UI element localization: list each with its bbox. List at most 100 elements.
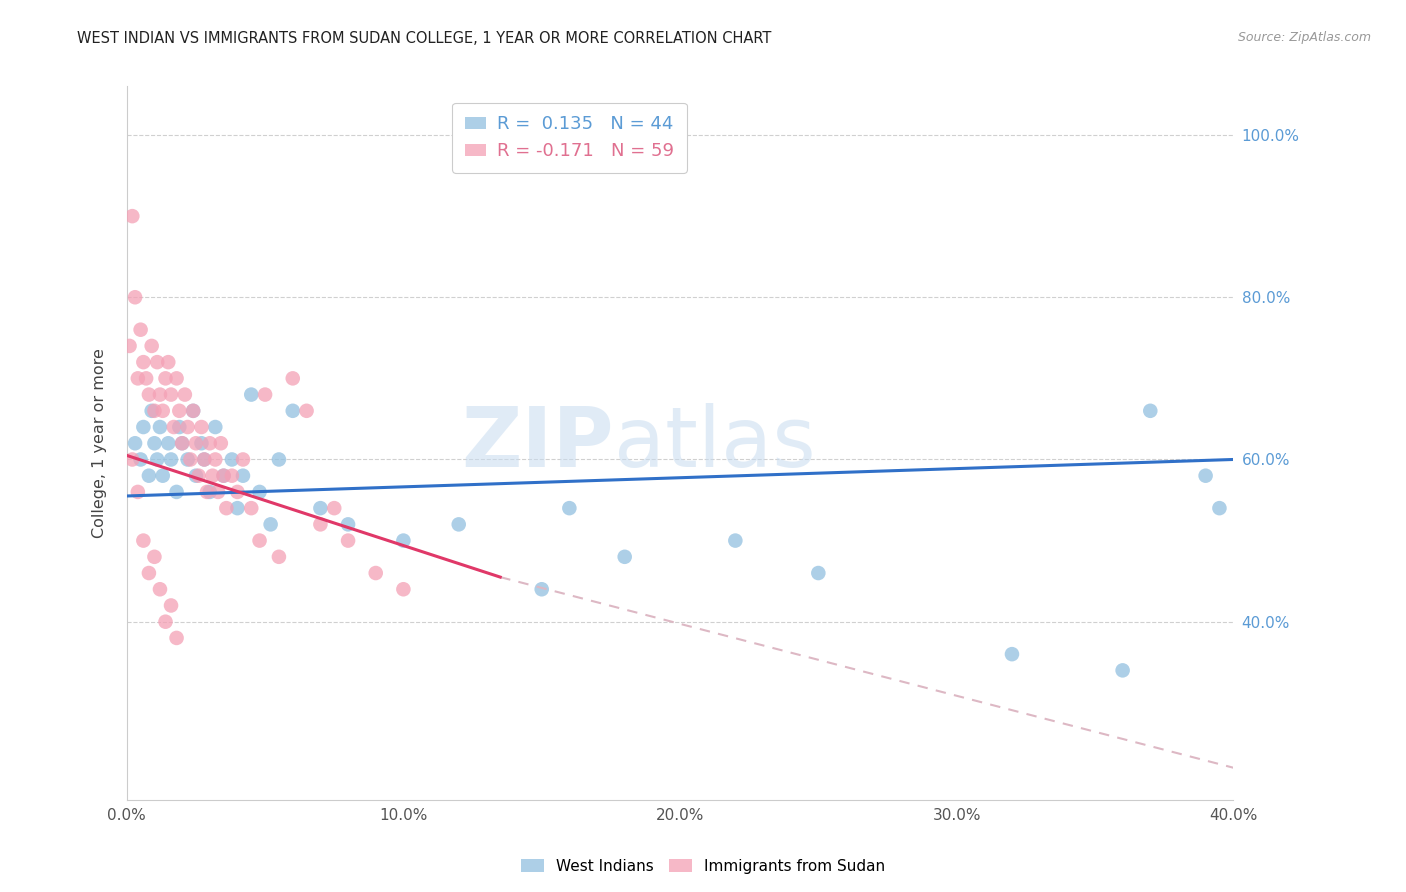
Point <box>226 501 249 516</box>
Point <box>447 517 470 532</box>
Point <box>337 533 360 548</box>
Point <box>201 468 224 483</box>
Text: WEST INDIAN VS IMMIGRANTS FROM SUDAN COLLEGE, 1 YEAR OR MORE CORRELATION CHART: WEST INDIAN VS IMMIGRANTS FROM SUDAN COL… <box>77 31 772 46</box>
Point <box>190 436 212 450</box>
Point <box>146 355 169 369</box>
Text: atlas: atlas <box>613 403 815 483</box>
Point <box>1111 664 1133 678</box>
Point <box>232 452 254 467</box>
Point <box>209 436 232 450</box>
Point <box>155 615 177 629</box>
Point <box>127 371 149 385</box>
Point <box>155 371 177 385</box>
Point <box>724 533 747 548</box>
Point <box>281 404 304 418</box>
Point <box>132 420 155 434</box>
Point <box>143 549 166 564</box>
Point <box>212 468 235 483</box>
Point <box>267 452 290 467</box>
Point <box>160 599 183 613</box>
Point <box>129 452 152 467</box>
Point <box>141 404 163 418</box>
Point <box>173 387 195 401</box>
Point <box>176 420 198 434</box>
Point <box>179 452 201 467</box>
Point <box>138 566 160 580</box>
Point <box>127 484 149 499</box>
Legend: R =  0.135   N = 44, R = -0.171   N = 59: R = 0.135 N = 44, R = -0.171 N = 59 <box>451 103 686 173</box>
Point <box>364 566 387 580</box>
Point <box>221 468 243 483</box>
Point <box>152 468 174 483</box>
Point <box>254 387 277 401</box>
Point <box>281 371 304 385</box>
Point <box>190 420 212 434</box>
Point <box>187 468 209 483</box>
Point <box>124 290 146 304</box>
Point <box>193 452 215 467</box>
Point <box>392 582 415 597</box>
Point <box>152 404 174 418</box>
Point <box>323 501 346 516</box>
Point <box>135 371 157 385</box>
Point <box>143 404 166 418</box>
Point <box>184 436 207 450</box>
Point <box>193 452 215 467</box>
Point <box>240 387 263 401</box>
Text: ZIP: ZIP <box>461 403 613 483</box>
Point <box>121 452 143 467</box>
Point <box>295 404 318 418</box>
Point <box>160 387 183 401</box>
Point <box>138 468 160 483</box>
Point <box>184 468 207 483</box>
Point <box>166 631 188 645</box>
Point <box>157 436 180 450</box>
Point <box>221 452 243 467</box>
Point <box>172 436 194 450</box>
Y-axis label: College, 1 year or more: College, 1 year or more <box>93 348 107 538</box>
Point <box>149 582 172 597</box>
Point <box>267 549 290 564</box>
Point <box>166 484 188 499</box>
Point <box>249 484 271 499</box>
Point <box>160 452 183 467</box>
Point <box>215 501 238 516</box>
Point <box>181 404 204 418</box>
Point <box>149 420 172 434</box>
Point <box>138 387 160 401</box>
Point <box>132 355 155 369</box>
Point <box>169 404 191 418</box>
Point <box>149 387 172 401</box>
Point <box>163 420 186 434</box>
Text: Source: ZipAtlas.com: Source: ZipAtlas.com <box>1237 31 1371 45</box>
Point <box>392 533 415 548</box>
Point <box>1001 647 1024 661</box>
Point <box>195 484 218 499</box>
Point <box>181 404 204 418</box>
Point <box>212 468 235 483</box>
Point <box>1139 404 1161 418</box>
Point <box>129 323 152 337</box>
Point <box>198 436 221 450</box>
Point <box>176 452 198 467</box>
Point <box>337 517 360 532</box>
Point <box>530 582 553 597</box>
Point <box>259 517 281 532</box>
Point <box>118 339 141 353</box>
Point <box>226 484 249 499</box>
Point <box>141 339 163 353</box>
Point <box>132 533 155 548</box>
Point <box>121 209 143 223</box>
Point <box>143 436 166 450</box>
Point <box>240 501 263 516</box>
Point <box>204 452 226 467</box>
Point <box>166 371 188 385</box>
Point <box>1208 501 1230 516</box>
Point <box>232 468 254 483</box>
Point <box>309 517 332 532</box>
Point <box>249 533 271 548</box>
Point <box>1194 468 1216 483</box>
Point <box>558 501 581 516</box>
Point <box>157 355 180 369</box>
Legend: West Indians, Immigrants from Sudan: West Indians, Immigrants from Sudan <box>515 853 891 880</box>
